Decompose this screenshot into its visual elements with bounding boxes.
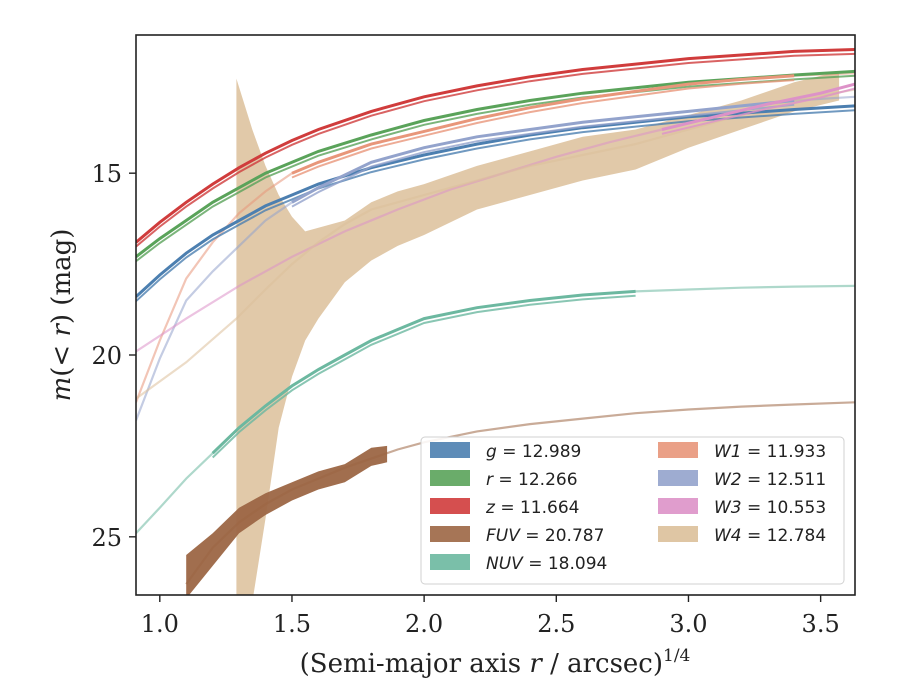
legend-label-name: r: [486, 470, 494, 490]
series-line-edge-W3: [661, 87, 855, 135]
legend-label-name: NUV: [486, 554, 524, 574]
legend-label-value: = 18.094: [523, 554, 608, 574]
legend-label-W3: W3 = 10.553: [714, 498, 826, 518]
series-line-edge-NUV: [212, 294, 636, 459]
x-axis-label-sup: 1/4: [663, 646, 690, 666]
legend-label-name: W4: [714, 526, 742, 546]
legend-label-FUV: FUV = 20.787: [486, 526, 604, 546]
band-W4: [236, 71, 840, 595]
legend-label-W1: W1 = 11.933: [714, 442, 826, 462]
y-axis-label-paren: (: [47, 367, 77, 377]
legend-label-value: = 12.266: [493, 470, 578, 490]
x-tick-label: 1.5: [273, 610, 311, 638]
series-line-faint-FUV: [185, 401, 855, 585]
legend-label-z: z = 11.664: [485, 498, 579, 518]
legend-label-name: FUV: [486, 526, 521, 546]
x-axis-label: (Semi-major axis r / arcsec)1/4: [300, 646, 691, 679]
series-line-g: [136, 104, 855, 298]
y-axis-label-lt: <: [47, 337, 77, 367]
legend-swatch-FUV: [430, 526, 470, 542]
legend-label-value: = 12.989: [497, 442, 582, 462]
x-axis-ticks: 1.0 1.5 2.0 2.5 3.0 3.5: [141, 595, 840, 638]
x-tick-label: 2.5: [537, 610, 575, 638]
legend-label-NUV: NUV = 18.094: [486, 554, 607, 574]
y-axis-label-m: m: [47, 377, 77, 402]
series-line-NUV: [211, 289, 636, 455]
x-axis-label-main: (Semi-major axis: [300, 649, 521, 679]
legend-swatch-W3: [658, 498, 698, 514]
series-line-edge-z: [136, 52, 855, 248]
legend-label-name: W3: [714, 498, 742, 518]
legend-label-r: r = 12.266: [486, 470, 578, 490]
series-line-edge-W2: [291, 103, 795, 208]
x-axis-label-var: r: [529, 649, 543, 679]
legend-box: [420, 436, 845, 585]
band-FUV: [186, 445, 388, 595]
y-axis-label-unit: (mag): [47, 229, 77, 306]
x-tick-label: 2.0: [405, 610, 443, 638]
legend-swatch-W2: [658, 470, 698, 486]
legend-swatch-g: [430, 442, 470, 458]
x-axis-label-rest: / arcsec): [550, 649, 663, 679]
legend-swatch-z: [430, 498, 470, 514]
legend-label-name: W1: [714, 442, 742, 462]
x-tick-label: 1.0: [141, 610, 179, 638]
legend-label-value: = 10.553: [742, 498, 827, 518]
legend-label-g: g = 12.989: [486, 442, 581, 462]
plot-frame: [135, 34, 856, 596]
legend-label-name: W2: [714, 470, 742, 490]
legend-swatch-W4: [658, 526, 698, 542]
x-tick-label: 3.0: [669, 610, 707, 638]
series-line-W2: [291, 99, 795, 204]
legend-swatch-r: [430, 470, 470, 486]
series-line-faint-W4: [136, 88, 855, 400]
legend-label-value: = 20.787: [520, 526, 605, 546]
y-axis-ticks: 15 20 25: [91, 160, 136, 552]
series-line-edge-r: [136, 74, 855, 262]
y-tick-label: 20: [91, 342, 122, 370]
legend-label-W4: W4 = 12.784: [714, 526, 826, 546]
y-axis-label-close: ): [47, 314, 77, 324]
legend-label-name: g: [486, 442, 497, 462]
y-tick-label: 25: [91, 524, 122, 552]
legend-swatch-NUV: [430, 554, 470, 570]
legend-swatch-W1: [658, 442, 698, 458]
series-line-W3: [661, 82, 855, 131]
series-line-r: [136, 69, 855, 258]
uncertainty-bands: [186, 71, 840, 595]
y-axis-label: m(< r) (mag): [47, 229, 77, 402]
legend-label-name: z: [485, 498, 496, 518]
legend-label-W2: W2 = 12.511: [714, 470, 826, 490]
series-line-W1: [291, 74, 795, 175]
series-line-z: [136, 48, 855, 244]
y-axis-label-r: r: [47, 323, 77, 337]
legend-label-value: = 12.511: [742, 470, 827, 490]
series-line-edge-W1: [291, 79, 795, 179]
legend-label-value: = 12.784: [742, 526, 827, 546]
x-tick-label: 3.5: [802, 610, 840, 638]
legend-label-value: = 11.933: [742, 442, 827, 462]
y-tick-label: 15: [91, 160, 122, 188]
legend-label-value: = 11.664: [495, 498, 580, 518]
series-lines: [136, 48, 855, 585]
